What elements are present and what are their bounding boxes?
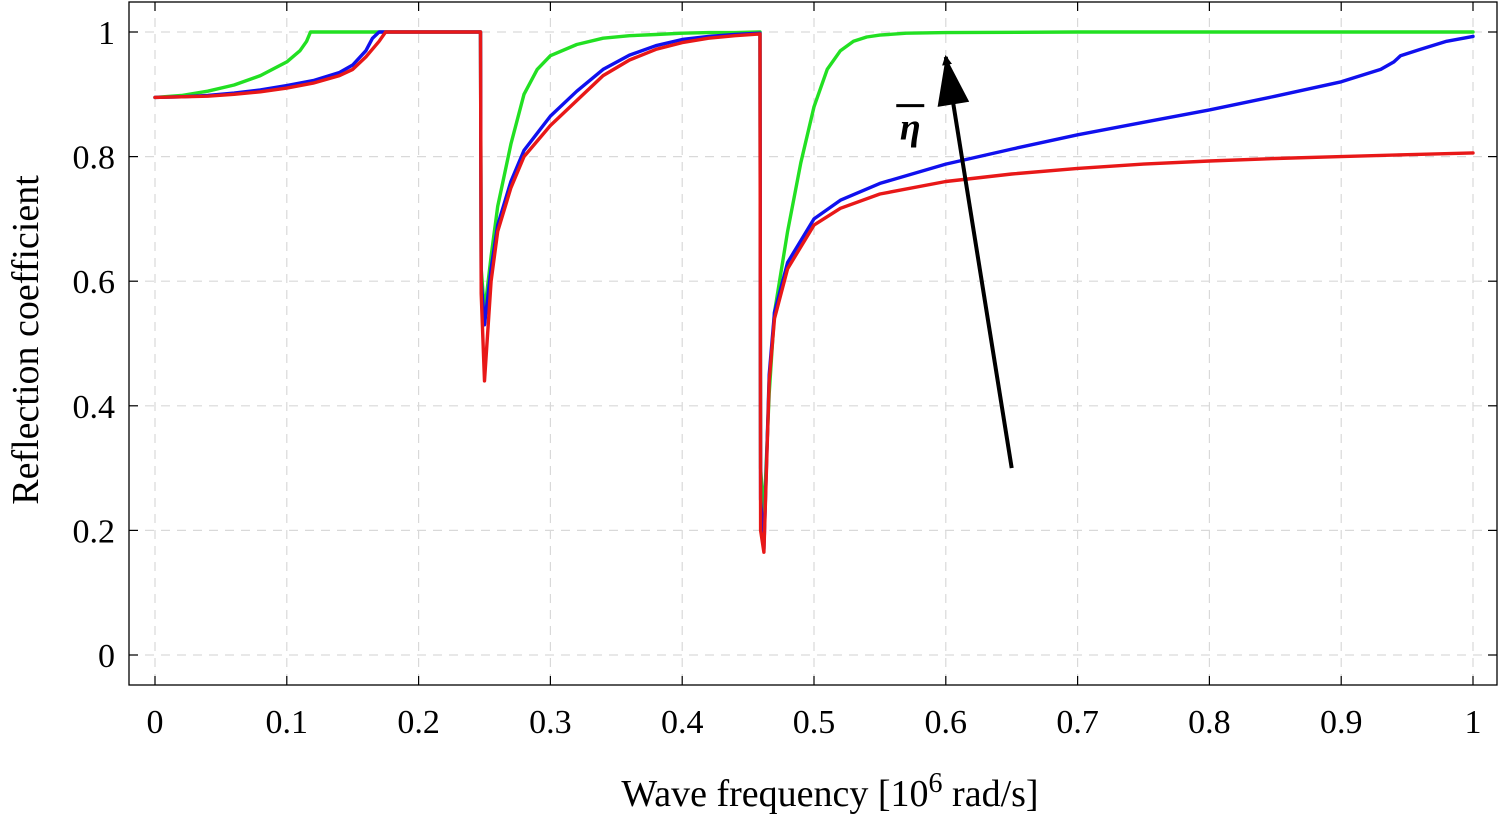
annotation-arrow [942,54,1014,469]
x-tick-label: 1 [1465,704,1482,741]
y-tick-label: 0.2 [73,513,116,550]
y-axis-label: Reflection coefficient [5,175,47,505]
series-lines [153,30,1475,554]
x-tick-label: 0.2 [397,704,440,741]
grid-lines [129,2,1497,685]
series-line-blue [153,30,1475,551]
annotation-label: η [900,107,921,149]
y-tick-labels: 0 0.2 0.4 0.6 0.8 1 [73,15,116,675]
y-tick-label: 0.4 [73,389,116,426]
y-tick-label: 0.8 [73,140,116,177]
x-tick-label: 0.1 [266,704,309,741]
x-axis-label: Wave frequency [106 rad/s] [621,768,1038,815]
y-tick-label: 1 [98,15,115,52]
series-line-green [153,30,1475,520]
x-tick-label: 0.8 [1188,704,1231,741]
annotation-group: η [896,54,1014,469]
x-tick-label: 0.5 [793,704,836,741]
x-tick-label: 0.7 [1056,704,1099,741]
x-tick-labels: 0 0.1 0.2 0.3 0.4 0.5 0.6 0.7 0.8 0.9 1 [147,704,1482,741]
annotation-arrowhead [937,56,970,107]
axis-ticks [129,2,1497,685]
x-tick-label: 0.6 [925,704,968,741]
y-tick-label: 0 [98,638,115,675]
x-tick-label: 0.9 [1320,704,1363,741]
x-tick-label: 0.4 [661,704,704,741]
x-tick-label: 0 [147,704,164,741]
x-tick-label: 0.3 [529,704,572,741]
plot-frame [128,1,1498,686]
series-line-red [153,30,1475,554]
y-tick-label: 0.6 [73,264,116,301]
